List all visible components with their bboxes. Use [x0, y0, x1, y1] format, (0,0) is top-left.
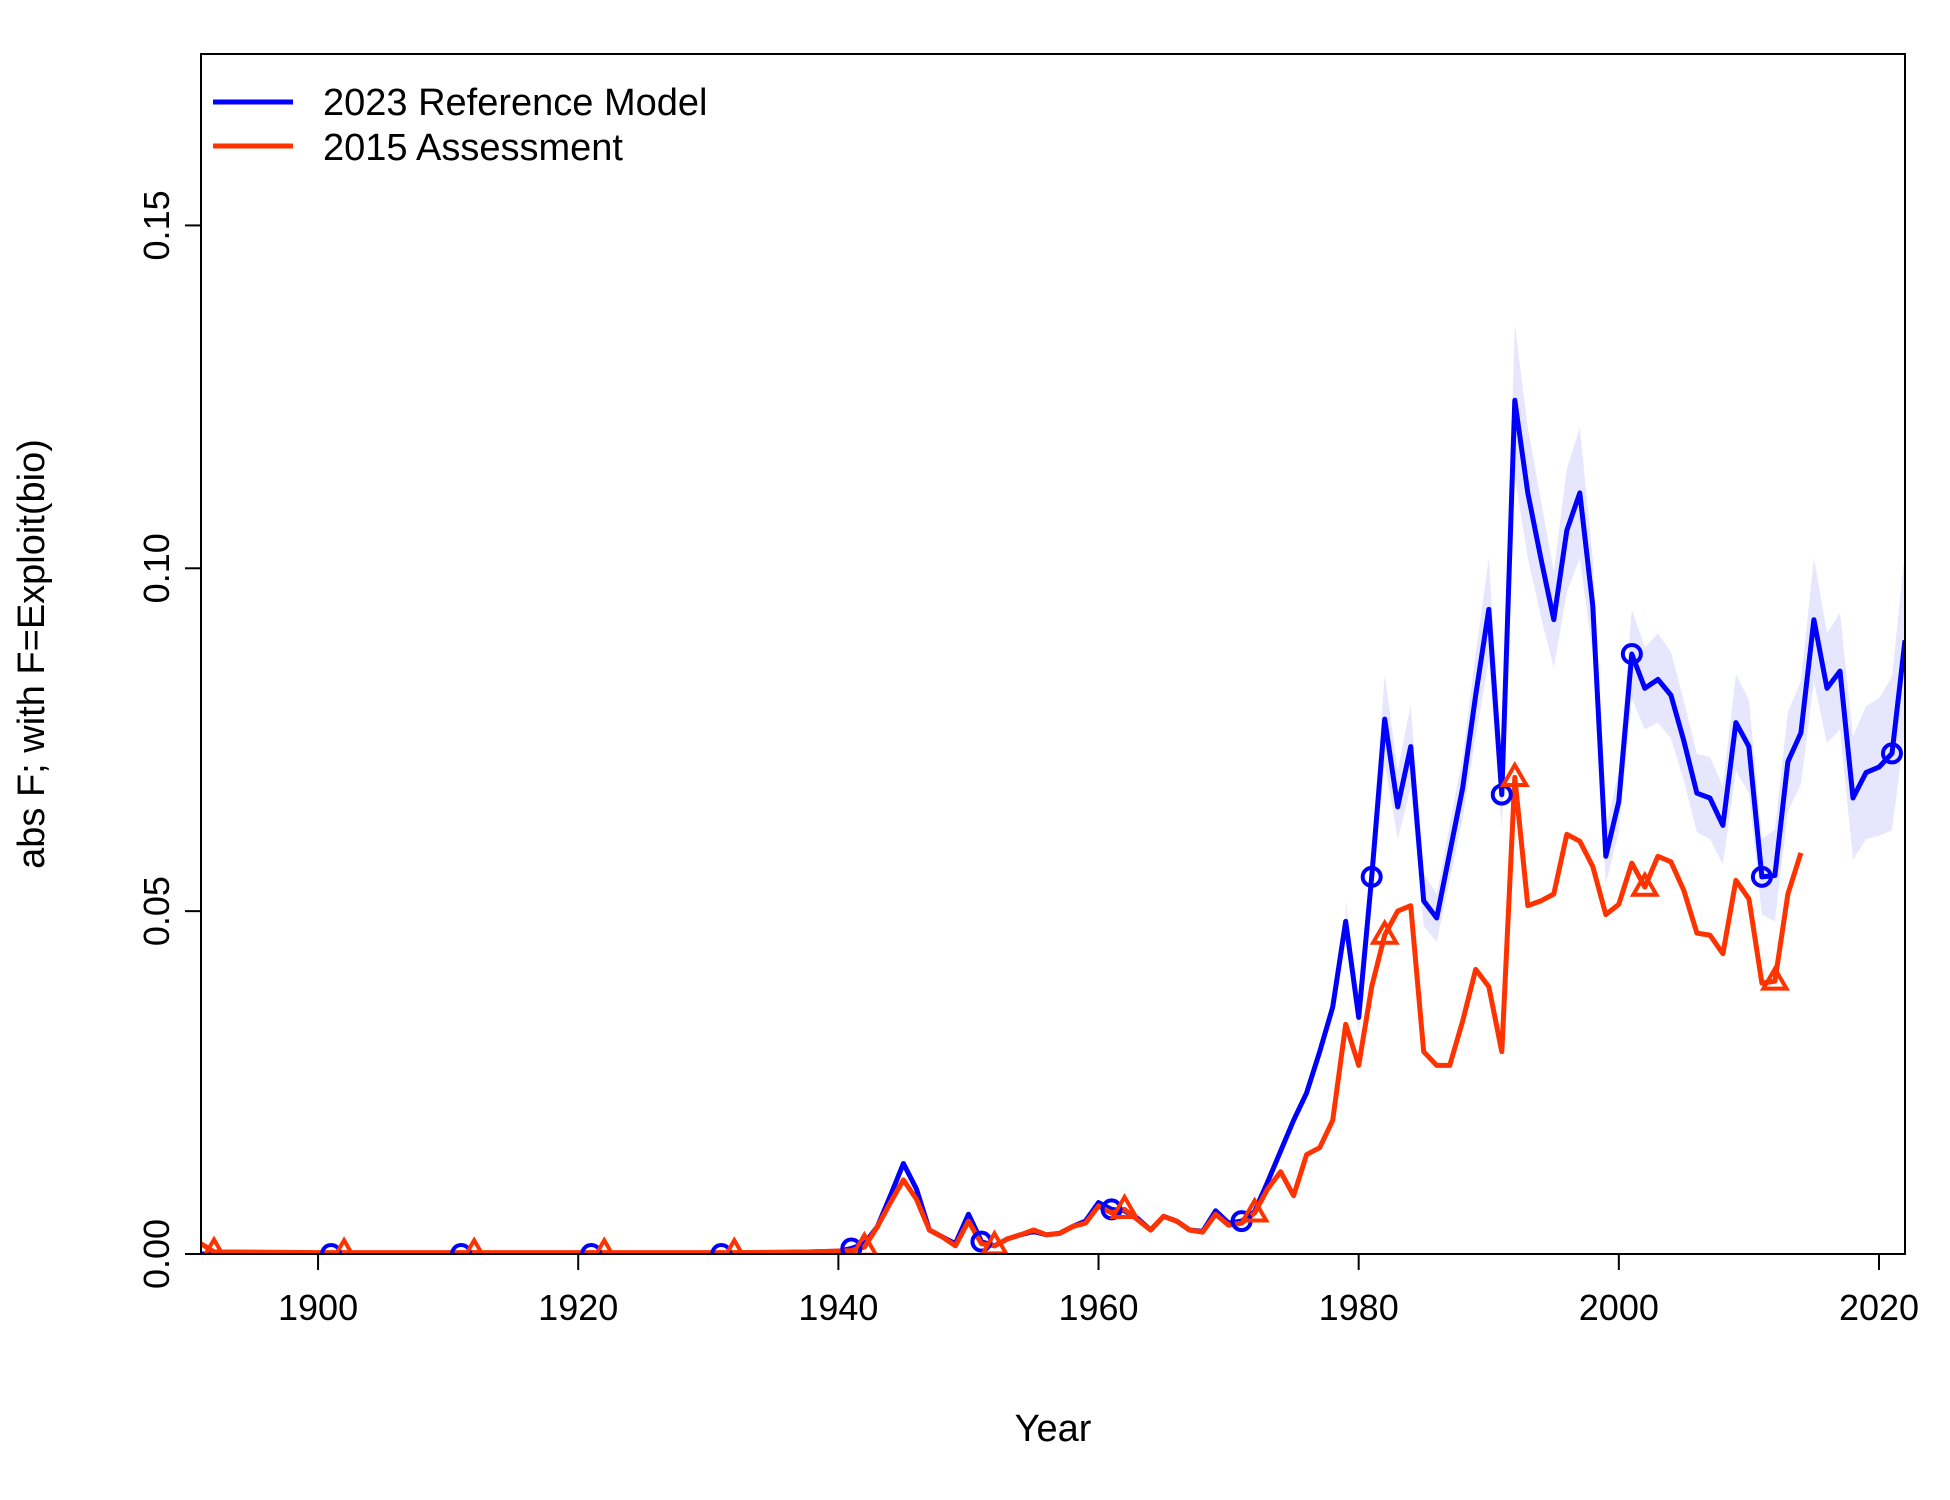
legend: 2023 Reference Model 2015 Assessment	[213, 82, 707, 169]
data-point-marker	[1499, 761, 1530, 788]
confidence-band	[1345, 324, 1905, 1032]
data-point-marker	[463, 1236, 485, 1254]
data-point-marker	[840, 1237, 863, 1254]
x-tick-label: 2020	[1839, 1287, 1919, 1328]
data-point-marker	[320, 1243, 343, 1254]
data-point-marker	[593, 1236, 615, 1254]
data-point-marker	[1750, 865, 1773, 888]
x-axis-label: Year	[1015, 1408, 1092, 1450]
y-tick-label: 0.15	[136, 190, 177, 260]
x-axis: 1900 1920 1940 1960 1980 2000 2020	[278, 1253, 1919, 1328]
data-point-marker	[333, 1236, 355, 1254]
x-tick-label: 1900	[278, 1287, 358, 1328]
data-point-marker	[580, 1243, 603, 1254]
y-axis: 0.00 0.05 0.10 0.15	[136, 190, 202, 1289]
x-tick-label: 1980	[1319, 1287, 1399, 1328]
x-tick-label: 2000	[1579, 1287, 1659, 1328]
data-point-marker	[203, 1235, 225, 1254]
data-point-marker	[850, 1230, 878, 1254]
y-tick-label: 0.00	[136, 1219, 177, 1289]
confidence-band-layer	[1345, 324, 1905, 1032]
data-point-marker	[1759, 964, 1790, 991]
y-tick-label: 0.10	[136, 533, 177, 603]
legend-label-reference-model: 2023 Reference Model	[323, 82, 707, 124]
data-point-marker	[1109, 1193, 1140, 1220]
legend-label-2015-assessment: 2015 Assessment	[323, 127, 623, 169]
data-point-marker	[1629, 870, 1660, 897]
data-point-marker	[1239, 1196, 1270, 1223]
data-point-marker	[710, 1243, 733, 1254]
series-layer	[201, 397, 1905, 1254]
data-point-marker	[1369, 918, 1400, 945]
y-tick-label: 0.05	[136, 876, 177, 946]
x-tick-label: 1920	[538, 1287, 618, 1328]
series-line-reference-model	[201, 397, 1905, 1254]
data-point-marker	[1880, 742, 1903, 765]
data-point-marker	[450, 1243, 473, 1254]
data-point-marker	[1620, 643, 1643, 665]
data-point-marker	[724, 1236, 745, 1254]
x-tick-label: 1960	[1058, 1287, 1138, 1328]
y-axis-label: abs F; with F=Exploit(bio)	[11, 439, 53, 869]
x-tick-label: 1940	[798, 1287, 878, 1328]
series-line-2015-assessment	[201, 774, 1804, 1254]
data-point-marker	[1360, 865, 1383, 888]
marker-layer	[203, 643, 1903, 1254]
